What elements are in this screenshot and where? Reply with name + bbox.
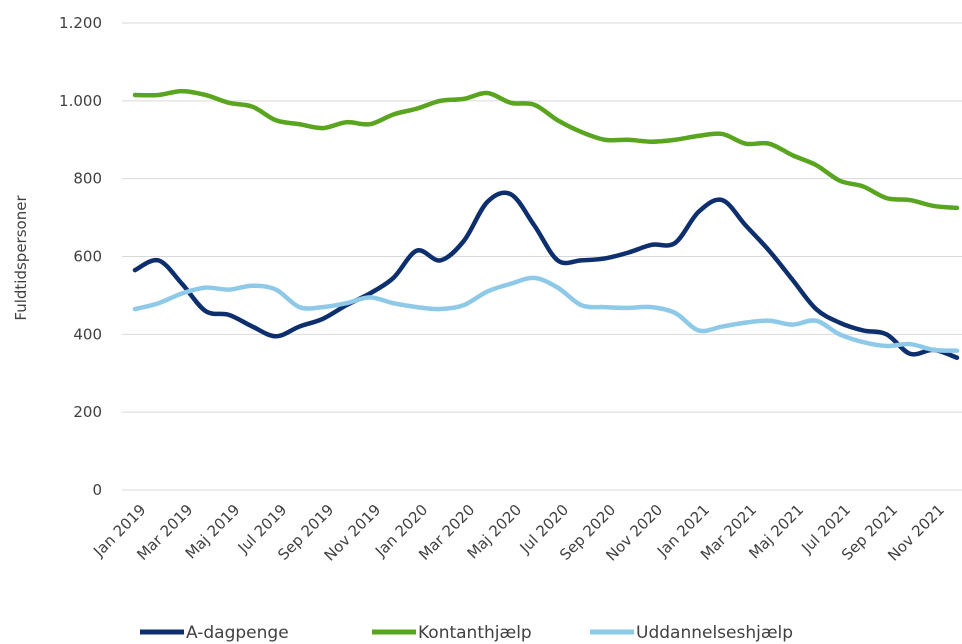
legend-label: A-dagpenge	[186, 623, 289, 643]
y-tick-label: 400	[73, 325, 102, 343]
series-line	[132, 88, 960, 211]
legend-label: Uddannelseshjælp	[636, 623, 793, 643]
y-tick-label: 1.000	[59, 92, 102, 110]
y-tick-label: 800	[73, 170, 102, 188]
series-line	[132, 190, 960, 360]
series-line	[132, 275, 960, 353]
y-tick-label: 600	[73, 248, 102, 266]
y-axis-label: Fuldtidspersoner	[12, 195, 30, 321]
y-tick-label: 200	[73, 403, 102, 421]
y-tick-label: 1.200	[59, 14, 102, 32]
legend-label: Kontanthjælp	[418, 623, 532, 643]
y-tick-label: 0	[92, 481, 102, 499]
